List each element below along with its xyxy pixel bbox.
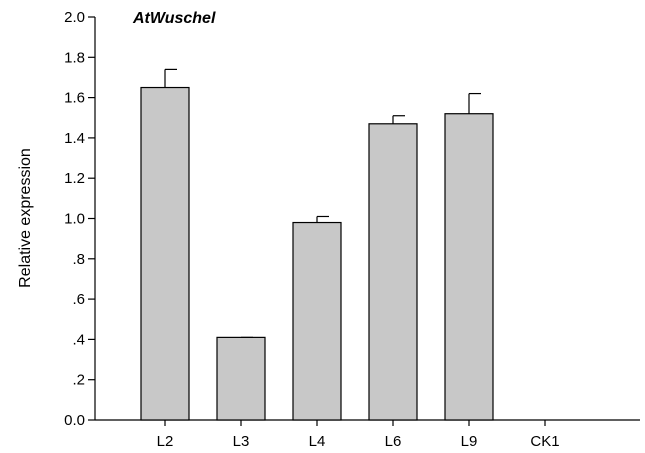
bar bbox=[140, 86, 190, 421]
chart-title: AtWuschel bbox=[132, 10, 216, 27]
y-tick-label: .2 bbox=[72, 372, 85, 389]
x-tick-label: L3 bbox=[233, 433, 250, 450]
bar bbox=[216, 336, 266, 421]
y-tick-label: 1.0 bbox=[64, 211, 85, 228]
x-tick-label: CK1 bbox=[530, 433, 559, 450]
bar bbox=[368, 123, 418, 421]
y-tick-label: 1.8 bbox=[64, 49, 85, 66]
plot-area: 0.0 .2 .4 .6 .8 1.0 1.2 1.4 1.6 1.8 2.0 L2 L3 L4 L6 L9 C… bbox=[64, 9, 640, 450]
y-tick-label: 1.4 bbox=[64, 130, 85, 147]
y-tick-label: .8 bbox=[72, 251, 85, 268]
x-tick-label: L2 bbox=[157, 433, 174, 450]
x-tick-label: L9 bbox=[461, 433, 478, 450]
y-tick-label: 2.0 bbox=[64, 9, 85, 26]
y-axis-title: Relative expression bbox=[17, 148, 34, 288]
y-tick-label: 1.2 bbox=[64, 170, 85, 187]
y-tick-label: .4 bbox=[72, 331, 85, 348]
x-tick-label: L6 bbox=[385, 433, 402, 450]
y-tick-label: 1.6 bbox=[64, 90, 85, 107]
y-tick-label: 0.0 bbox=[64, 412, 85, 429]
x-tick-label: L4 bbox=[309, 433, 326, 450]
y-tick-label: .6 bbox=[72, 291, 85, 308]
bar bbox=[444, 113, 494, 421]
bar bbox=[292, 221, 342, 421]
